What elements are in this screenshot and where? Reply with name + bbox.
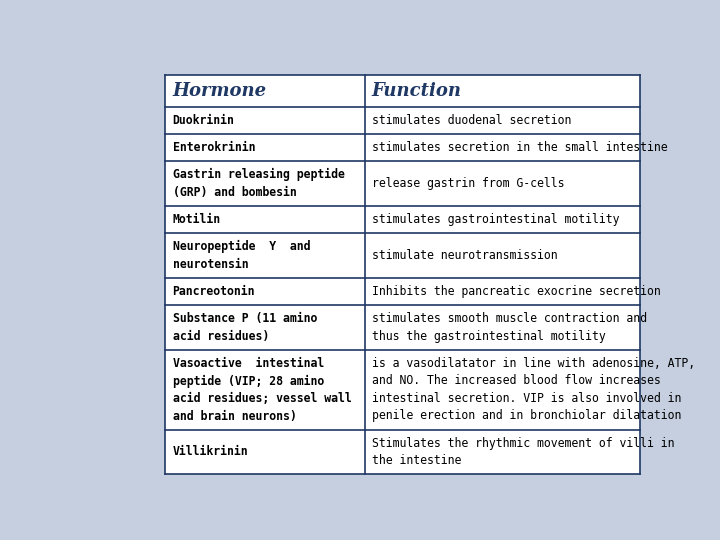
Text: stimulate neurotransmission: stimulate neurotransmission (372, 249, 557, 262)
Text: Gastrin releasing peptide
(GRP) and bombesin: Gastrin releasing peptide (GRP) and bomb… (173, 168, 344, 199)
Text: Enterokrinin: Enterokrinin (173, 141, 255, 154)
Text: Hormone: Hormone (173, 82, 266, 100)
Text: Villikrinin: Villikrinin (173, 446, 248, 458)
Text: Substance P (11 amino
acid residues): Substance P (11 amino acid residues) (173, 312, 317, 343)
Text: Pancreotonin: Pancreotonin (173, 285, 255, 298)
Text: stimulates duodenal secretion: stimulates duodenal secretion (372, 114, 571, 127)
Text: stimulates gastrointestinal motility: stimulates gastrointestinal motility (372, 213, 619, 226)
Text: Duokrinin: Duokrinin (173, 114, 235, 127)
Text: Function: Function (372, 82, 462, 100)
Text: Neuropeptide  Y  and
neurotensin: Neuropeptide Y and neurotensin (173, 240, 310, 271)
Text: stimulates smooth muscle contraction and
thus the gastrointestinal motility: stimulates smooth muscle contraction and… (372, 312, 647, 343)
Text: Motilin: Motilin (173, 213, 221, 226)
Text: is a vasodilatator in line with adenosine, ATP,
and NO. The increased blood flow: is a vasodilatator in line with adenosin… (372, 357, 695, 422)
Text: release gastrin from G-cells: release gastrin from G-cells (372, 177, 564, 190)
Text: Stimulates the rhythmic movement of villi in
the intestine: Stimulates the rhythmic movement of vill… (372, 437, 675, 467)
Text: stimulates secretion in the small intestine: stimulates secretion in the small intest… (372, 141, 667, 154)
Bar (166, 75, 639, 474)
Text: Vasoactive  intestinal
peptide (VIP; 28 amino
acid residues; vessel wall
and bra: Vasoactive intestinal peptide (VIP; 28 a… (173, 357, 351, 422)
Text: Inhibits the pancreatic exocrine secretion: Inhibits the pancreatic exocrine secreti… (372, 285, 660, 298)
